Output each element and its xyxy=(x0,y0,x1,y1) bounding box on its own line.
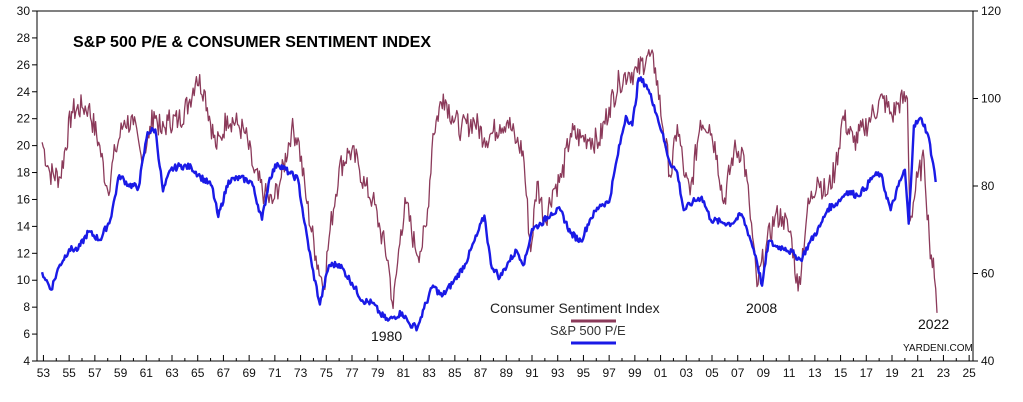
x-tick-label: 61 xyxy=(140,366,154,380)
x-tick-label: 69 xyxy=(242,366,256,380)
x-tick-label: 17 xyxy=(860,366,874,380)
y-right-tick-label: 120 xyxy=(981,4,1001,18)
x-tick-label: 81 xyxy=(397,366,411,380)
y-left-tick-label: 20 xyxy=(17,139,31,153)
y-left-tick-label: 26 xyxy=(17,58,31,72)
x-tick-label: 09 xyxy=(757,366,771,380)
y-right-tick-label: 80 xyxy=(981,179,995,193)
y-left-tick-label: 14 xyxy=(17,219,31,233)
y-axis-left: 4 6 8 10 12 14 16 18 20 22 24 26 28 30 xyxy=(17,4,37,368)
y-right-tick-label: 100 xyxy=(981,92,1001,106)
y-left-tick-label: 8 xyxy=(23,300,30,314)
x-tick-label: 59 xyxy=(114,366,128,380)
x-tick-label: 55 xyxy=(62,366,76,380)
legend-label-sentiment: Consumer Sentiment Index xyxy=(490,300,660,316)
y-left-tick-label: 12 xyxy=(17,246,31,260)
x-tick-label: 87 xyxy=(474,366,488,380)
series-consumer-sentiment-line xyxy=(41,49,938,313)
x-tick-label: 13 xyxy=(808,366,822,380)
x-tick-label: 65 xyxy=(191,366,205,380)
x-tick-label: 91 xyxy=(525,366,539,380)
x-tick-label: 53 xyxy=(37,366,51,380)
legend: Consumer Sentiment Index S&P 500 P/E xyxy=(490,300,660,345)
x-tick-label: 93 xyxy=(551,366,565,380)
x-tick-label: 99 xyxy=(628,366,642,380)
y-left-tick-label: 28 xyxy=(17,31,31,45)
annotation-1980: 1980 xyxy=(371,328,402,344)
x-axis: 53 55 57 59 61 63 65 67 69 71 73 75 77 79 81 83 85 87 89 91… xyxy=(37,355,976,380)
y-left-tick-label: 10 xyxy=(17,273,31,287)
x-tick-label: 67 xyxy=(217,366,231,380)
credit-text: YARDENI.COM xyxy=(903,343,973,354)
y-left-tick-label: 6 xyxy=(23,327,30,341)
x-tick-label: 23 xyxy=(937,366,951,380)
annotation-2022: 2022 xyxy=(918,316,949,332)
x-tick-label: 97 xyxy=(602,366,616,380)
x-tick-label: 63 xyxy=(165,366,179,380)
y-left-tick-label: 4 xyxy=(23,354,30,368)
y-right-tick-label: 40 xyxy=(981,354,995,368)
legend-label-pe: S&P 500 P/E xyxy=(550,323,626,338)
x-tick-label: 83 xyxy=(422,366,436,380)
x-tick-label: 15 xyxy=(834,366,848,380)
x-tick-label: 95 xyxy=(577,366,591,380)
y-left-tick-label: 24 xyxy=(17,85,31,99)
x-tick-label: 57 xyxy=(88,366,102,380)
annotation-2008: 2008 xyxy=(746,300,777,316)
y-left-tick-label: 22 xyxy=(17,112,31,126)
x-tick-label: 07 xyxy=(731,366,745,380)
chart-title: S&P 500 P/E & CONSUMER SENTIMENT INDEX xyxy=(73,34,431,51)
series-pe-line xyxy=(40,76,937,332)
y-left-tick-label: 18 xyxy=(17,166,31,180)
y-left-tick-label: 30 xyxy=(17,4,31,18)
x-tick-label: 03 xyxy=(680,366,694,380)
x-tick-label: 11 xyxy=(783,366,796,380)
x-tick-label: 75 xyxy=(320,366,334,380)
series-layer xyxy=(40,49,938,332)
y-left-tick-label: 16 xyxy=(17,192,31,206)
x-tick-label: 01 xyxy=(654,366,668,380)
x-tick-label: 25 xyxy=(962,366,976,380)
x-tick-label: 89 xyxy=(500,366,514,380)
x-tick-label: 85 xyxy=(448,366,462,380)
x-tick-label: 79 xyxy=(371,366,385,380)
y-right-tick-label: 60 xyxy=(981,267,995,281)
x-tick-label: 19 xyxy=(885,366,899,380)
x-tick-label: 21 xyxy=(911,366,925,380)
y-axis-right: 40 60 80 100 120 xyxy=(973,4,1001,368)
x-tick-label: 05 xyxy=(705,366,719,380)
x-tick-label: 71 xyxy=(268,366,282,380)
x-tick-label: 73 xyxy=(294,366,308,380)
x-tick-label: 77 xyxy=(345,366,359,380)
